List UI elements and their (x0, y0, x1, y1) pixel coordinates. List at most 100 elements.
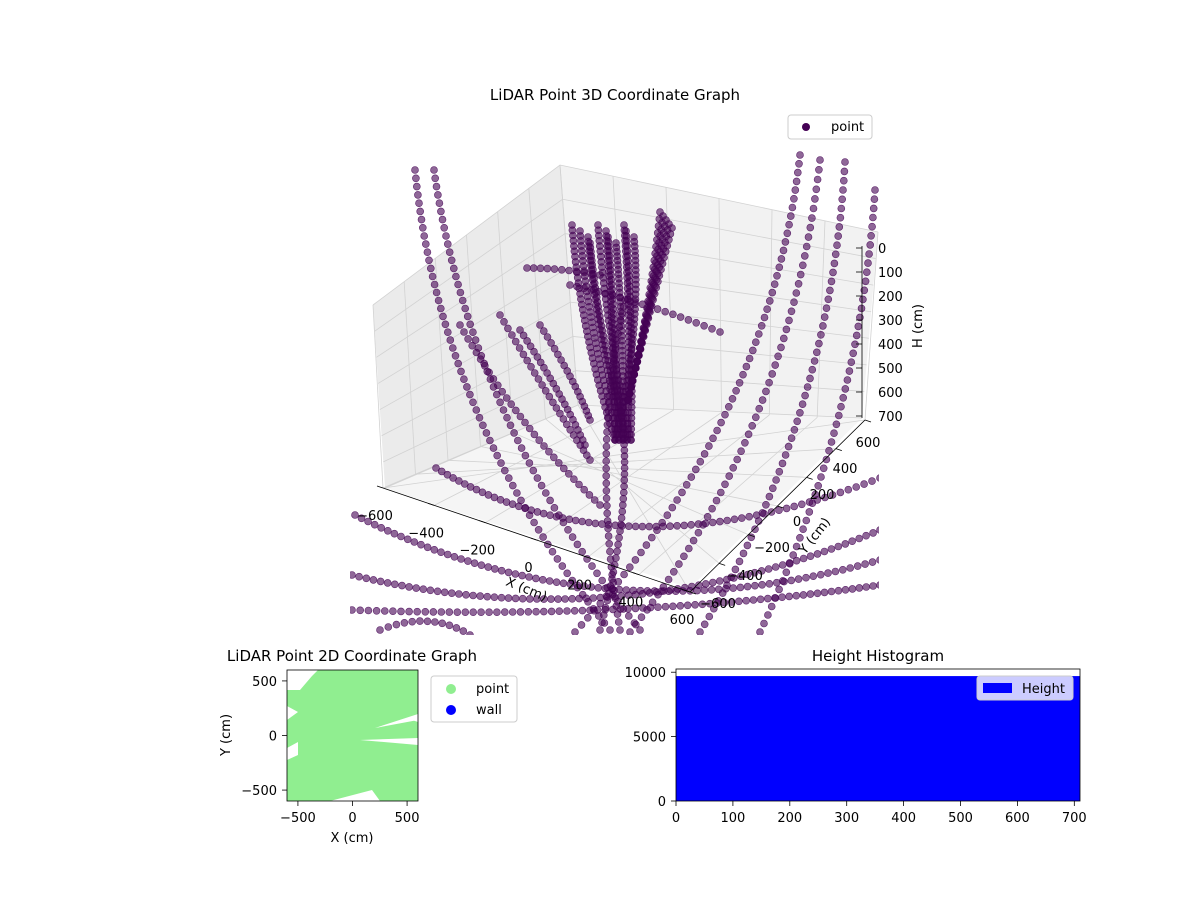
data-point (765, 579, 774, 588)
data-point (645, 522, 654, 531)
data-point (582, 594, 591, 603)
gap-region (360, 738, 418, 745)
data-point (521, 418, 529, 427)
data-point (617, 514, 626, 522)
data-point (754, 330, 763, 338)
data-point (786, 212, 795, 220)
data-point (631, 620, 640, 629)
data-point (545, 447, 553, 456)
legend-histogram-label: Height (1022, 682, 1065, 697)
data-point (722, 584, 730, 593)
data-point (457, 367, 465, 376)
data-point (785, 559, 794, 567)
data-point (716, 488, 725, 497)
data-point (806, 552, 815, 561)
data-point (680, 552, 688, 561)
data-point (751, 581, 759, 590)
data-point (808, 365, 817, 374)
data-point (652, 588, 661, 596)
y-tick (806, 476, 813, 480)
data-point (392, 620, 401, 629)
data-point (763, 305, 771, 314)
data-point (756, 628, 764, 635)
y-tick-label: −400 (727, 569, 763, 584)
data-point (430, 166, 438, 174)
data-point (635, 351, 643, 360)
data-point (811, 195, 819, 203)
legend-3d: point (787, 114, 873, 140)
data-point (825, 446, 833, 455)
data-point (472, 348, 481, 357)
data-point (475, 413, 484, 422)
data-point (775, 585, 783, 594)
data-point (829, 268, 837, 277)
z-tick-label: 500 (878, 362, 903, 377)
data-point (462, 590, 470, 599)
data-point (789, 551, 798, 559)
data-point (785, 592, 794, 601)
data-point (463, 383, 471, 391)
data-point (479, 421, 487, 430)
data-point (440, 588, 449, 597)
data-point (830, 429, 838, 438)
x-tick (683, 589, 691, 593)
data-point (605, 392, 614, 401)
data-point (586, 606, 594, 615)
data-point (745, 512, 754, 521)
x-tick-label: 700 (1062, 811, 1087, 826)
data-point (867, 232, 875, 240)
data-point (684, 544, 693, 553)
z-axis-label-3d: H (cm) (911, 304, 926, 348)
data-point (661, 307, 670, 316)
data-point (524, 607, 533, 616)
data-point (575, 594, 584, 603)
data-point (454, 359, 463, 368)
data-point (530, 347, 538, 356)
data-point (548, 547, 557, 556)
y-tick-label: −200 (754, 541, 790, 556)
data-point (583, 613, 592, 622)
data-point (590, 496, 599, 504)
data-point (507, 400, 516, 409)
data-point (532, 574, 540, 583)
data-point (603, 517, 612, 525)
data-point (669, 567, 678, 576)
data-point (580, 284, 588, 293)
x-tick (530, 537, 537, 541)
data-point (443, 240, 452, 248)
data-point (443, 550, 452, 559)
data-point (603, 501, 611, 510)
data-point (775, 263, 784, 272)
data-point (606, 582, 615, 590)
x-tick-label: 500 (395, 811, 420, 826)
data-point (575, 480, 583, 489)
data-point (805, 508, 814, 516)
data-point (570, 475, 578, 484)
data-point (468, 341, 477, 350)
data-point (423, 543, 432, 552)
ticks-histogram: 0 100 200 300 400 500 600 700 0 5000 10000 (625, 666, 1087, 826)
data-point (747, 533, 756, 542)
data-point (834, 586, 843, 595)
data-point (606, 626, 614, 634)
legend-3d-marker (802, 123, 810, 131)
data-point (550, 344, 559, 353)
data-point (771, 563, 780, 571)
data-point (625, 389, 634, 398)
z-tick-label: 100 (878, 266, 903, 281)
data-point (675, 560, 683, 568)
data-point (624, 612, 633, 620)
data-point (504, 594, 513, 602)
data-point (802, 573, 810, 582)
data-point (676, 601, 685, 610)
data-point (862, 583, 871, 591)
data-point (486, 436, 494, 445)
data-point (464, 557, 472, 565)
data-point (812, 348, 821, 357)
data-point (694, 520, 703, 528)
data-point (596, 271, 604, 279)
data-point (447, 256, 456, 265)
data-point (758, 580, 766, 589)
y-tick-label: 5000 (633, 731, 666, 746)
z-tick-label: 200 (878, 290, 903, 305)
